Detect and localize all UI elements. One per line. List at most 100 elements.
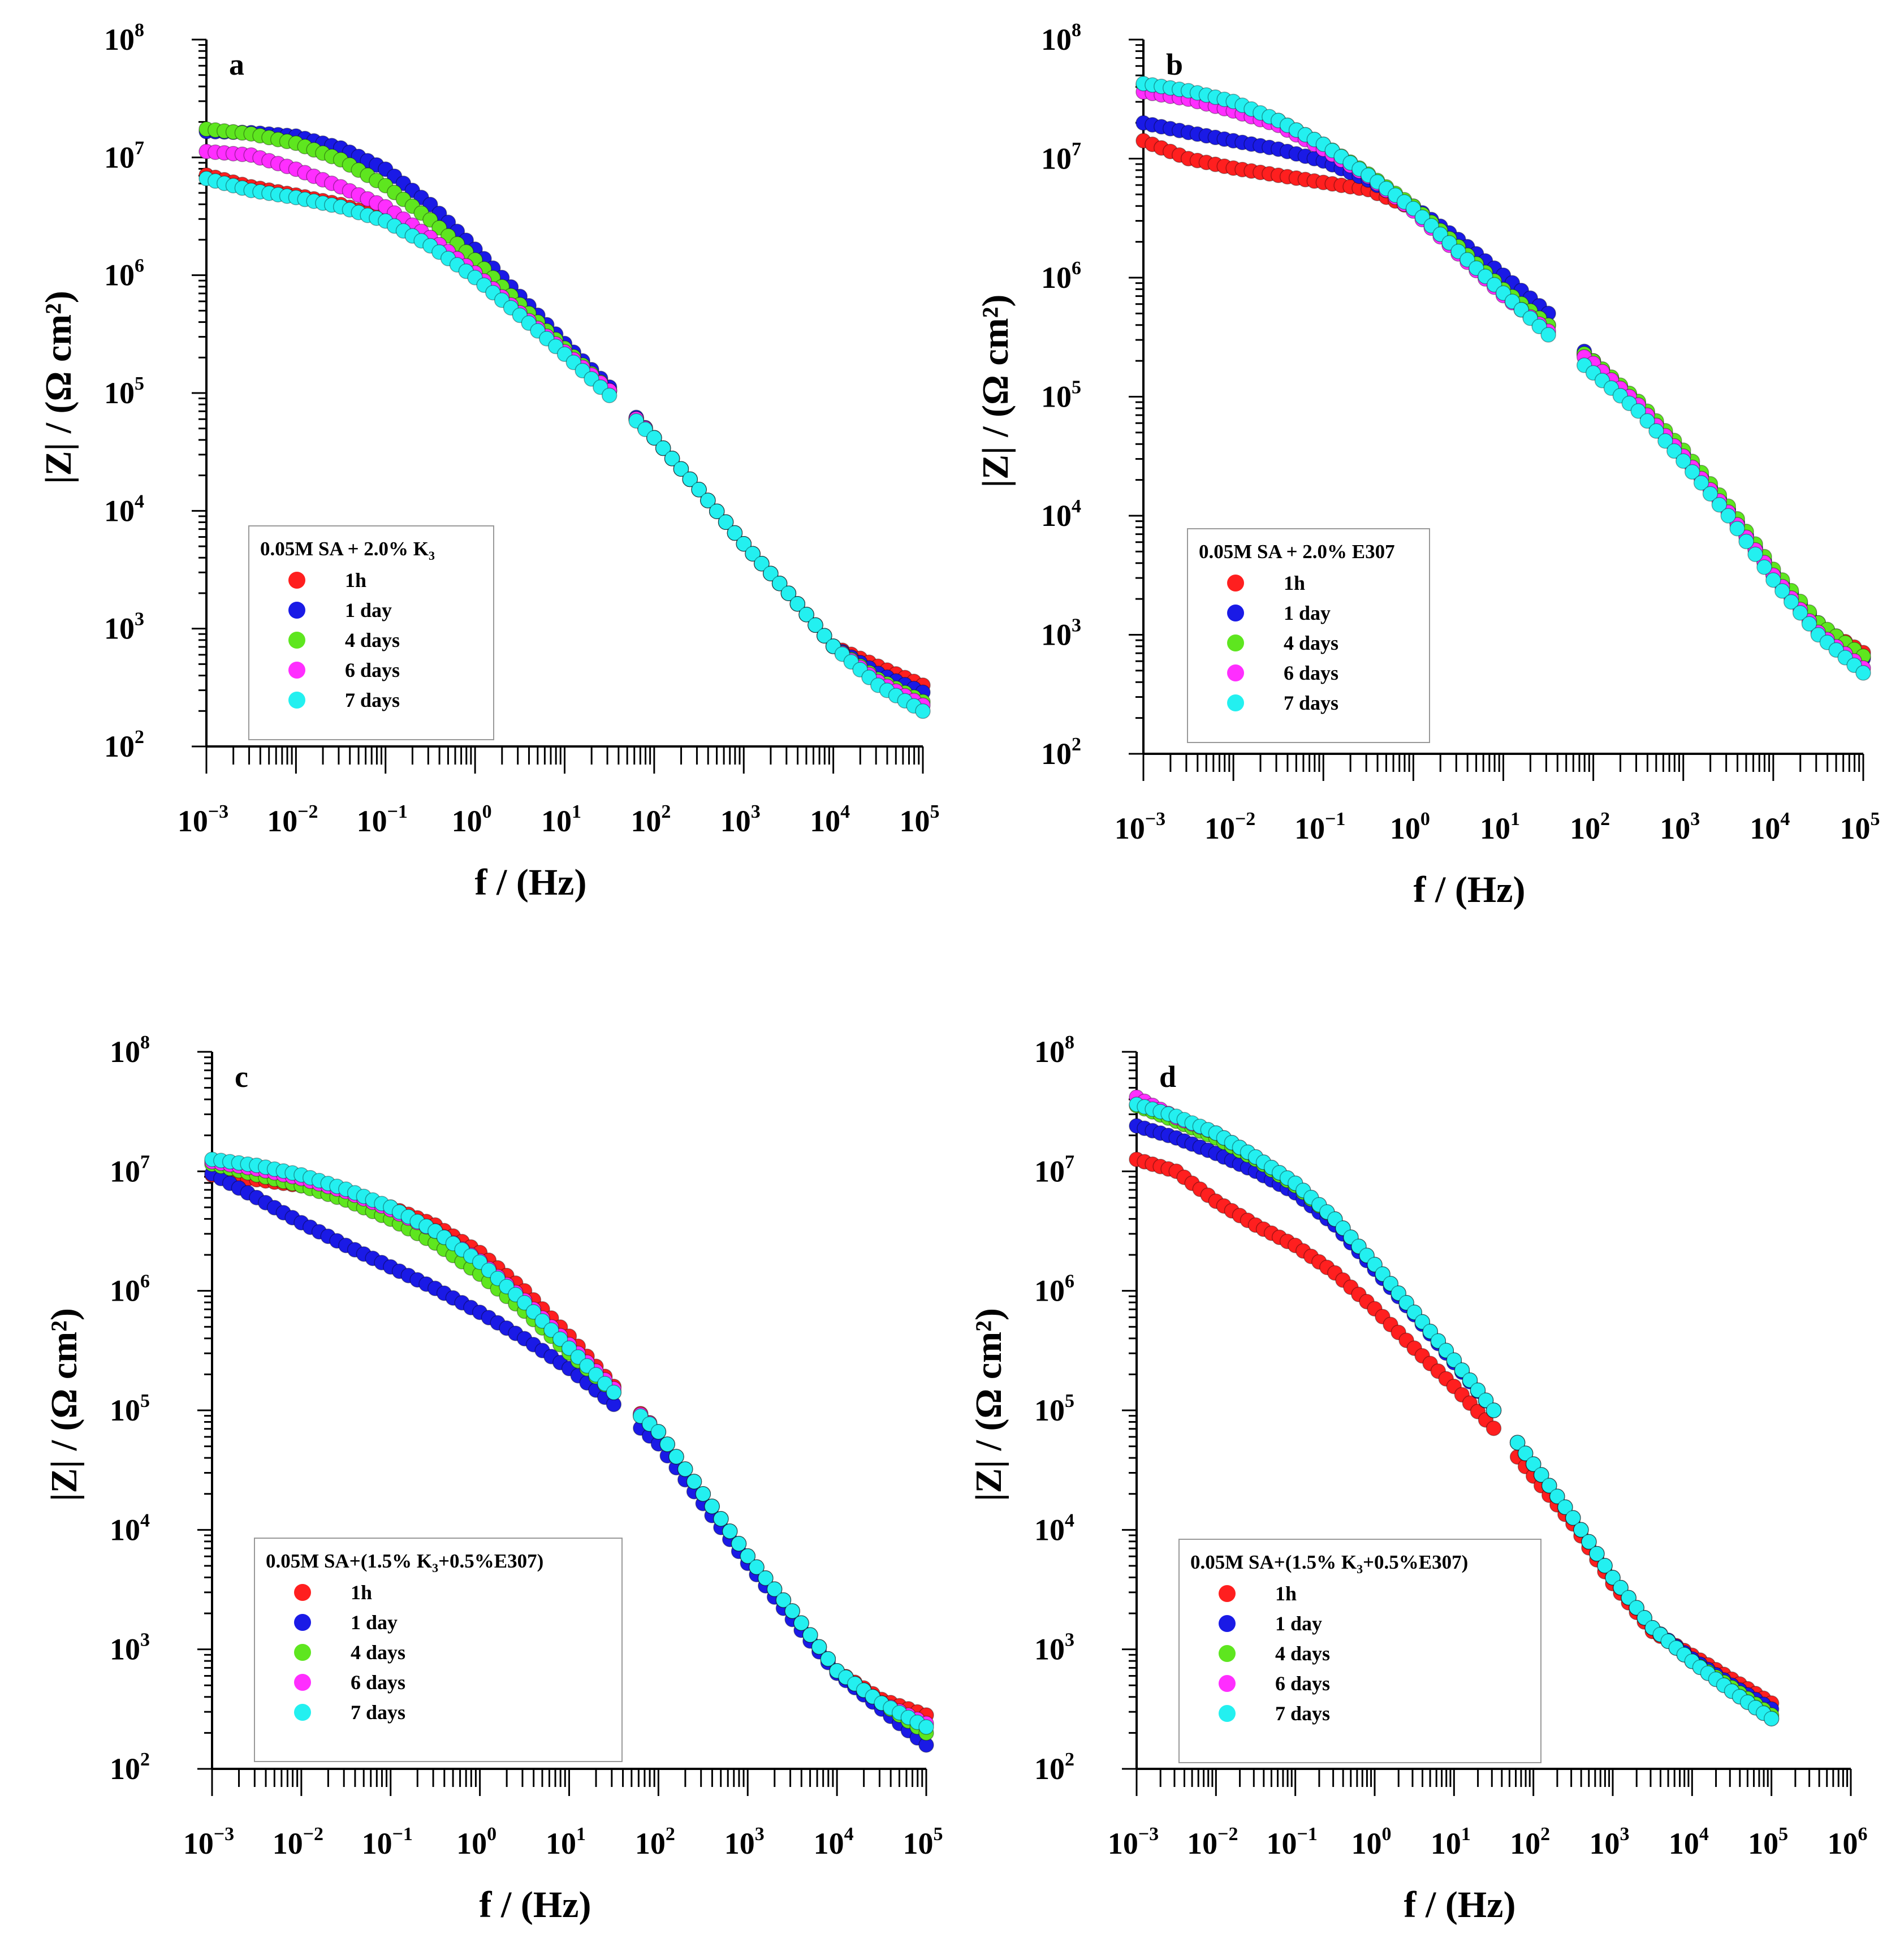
x-tick-label: 101: [546, 1824, 586, 1860]
legend-marker: [1219, 1645, 1236, 1662]
y-tick-label: 108: [104, 20, 144, 57]
series-7-days: [1129, 1096, 1780, 1726]
data-point: [525, 1304, 542, 1320]
y-axis-title: |Z| / (Ω cm²): [968, 1308, 1009, 1501]
panel-c: 102 103 104 105 106 107 108 10−3 10−2 10−1 100 101 1…: [44, 1032, 943, 1926]
data-point: [1738, 533, 1754, 550]
data-point: [798, 606, 814, 623]
data-point: [1855, 665, 1871, 681]
data-point: [570, 1349, 586, 1365]
legend-marker: [288, 572, 305, 589]
legend-marker: [1227, 694, 1244, 711]
data-point: [1676, 453, 1691, 469]
data-point: [1565, 1510, 1581, 1526]
data-point: [784, 1603, 800, 1619]
legend-label: 1h: [1275, 1582, 1297, 1605]
data-point: [561, 1340, 577, 1356]
data-point: [1470, 1382, 1486, 1398]
legend-title: 0.05M SA + 2.0% E307: [1199, 541, 1395, 563]
x-tick-label: 101: [1431, 1824, 1471, 1860]
y-tick-label: 103: [104, 609, 144, 646]
data-point: [1636, 1610, 1652, 1626]
data-point: [1446, 1352, 1462, 1368]
data-point: [677, 1461, 693, 1477]
y-tick-label: 105: [1034, 1391, 1074, 1427]
data-point: [1605, 1570, 1621, 1586]
x-axis-title: f / (Hz): [1414, 869, 1526, 910]
legend-title: 0.05M SA+(1.5% K3+0.5%E307): [1190, 1551, 1468, 1576]
data-point: [1774, 583, 1790, 599]
data-point: [1478, 1392, 1494, 1408]
x-tick-label: 100: [1351, 1824, 1392, 1860]
data-point: [1486, 1402, 1502, 1418]
data-point: [793, 1615, 809, 1631]
data-point: [1462, 1372, 1478, 1388]
data-point: [1621, 1590, 1636, 1606]
data-point: [1589, 1545, 1605, 1562]
panel-a: 102 103 104 105 106 107 108 10−3 10−2 10−1 100 101 1…: [38, 20, 940, 903]
data-point: [588, 1367, 604, 1383]
data-point: [713, 1511, 729, 1527]
data-point: [740, 1548, 756, 1564]
legend-box: [254, 1538, 623, 1762]
data-point: [516, 1295, 533, 1311]
x-tick-label: 105: [1748, 1824, 1788, 1860]
legend: 0.05M SA + 2.0% E307 1h 1 day 4 days 6 days 7…: [1187, 528, 1430, 743]
legend-marker: [1227, 605, 1244, 621]
data-point: [802, 1627, 818, 1643]
y-tick-label: 106: [104, 256, 144, 292]
x-axis-title: f / (Hz): [1404, 1884, 1516, 1926]
x-tick-label: 103: [720, 801, 761, 838]
data-point: [1613, 1579, 1629, 1596]
y-tick-label: 106: [1034, 1271, 1074, 1308]
data-point: [1711, 497, 1728, 513]
data-point: [918, 1719, 934, 1735]
data-point: [722, 1523, 738, 1539]
data-point: [655, 440, 671, 456]
data-point: [1630, 403, 1646, 419]
data-point: [686, 1474, 702, 1490]
data-point: [682, 471, 698, 487]
data-point: [1597, 1557, 1613, 1574]
data-point: [1549, 1488, 1565, 1504]
legend-label: 6 days: [1284, 662, 1338, 684]
legend-marker: [1227, 634, 1244, 651]
data-point: [606, 1384, 622, 1401]
legend-box: [1187, 528, 1430, 743]
legend-marker: [294, 1644, 311, 1661]
data-point: [534, 1313, 550, 1329]
y-tick-label: 108: [1041, 20, 1081, 57]
data-point: [1486, 1420, 1502, 1436]
data-point: [817, 628, 832, 644]
x-tick-label: 10−3: [1108, 1824, 1159, 1860]
data-point: [1666, 443, 1682, 459]
panel-label: d: [1159, 1060, 1176, 1094]
data-point: [1525, 1456, 1541, 1472]
data-point: [1573, 1522, 1589, 1538]
data-point: [1581, 1534, 1597, 1550]
data-point: [1639, 413, 1655, 429]
y-tick-label: 107: [1034, 1151, 1074, 1188]
legend-marker: [1219, 1675, 1236, 1692]
y-axis-title: |Z| / (Ω cm²): [44, 1308, 85, 1501]
y-tick-label: 103: [1041, 615, 1081, 652]
y-tick-label: 107: [104, 137, 144, 174]
legend-marker: [294, 1674, 311, 1691]
data-point: [736, 536, 752, 552]
legend-label: 7 days: [345, 689, 400, 711]
legend-marker: [288, 692, 305, 709]
x-tick-label: 10−3: [1115, 809, 1165, 845]
data-point: [766, 1581, 783, 1597]
y-tick-label: 108: [1034, 1032, 1074, 1069]
legend-label: 4 days: [345, 629, 400, 651]
legend-label: 4 days: [351, 1641, 405, 1664]
data-point: [1629, 1600, 1644, 1616]
legend-marker: [1219, 1585, 1236, 1602]
x-tick-label: 10−3: [178, 801, 228, 838]
x-tick-label: 104: [810, 801, 850, 838]
x-tick-label: 10−1: [1294, 809, 1345, 845]
data-point: [1702, 486, 1718, 502]
data-point: [718, 514, 734, 530]
legend-label: 7 days: [351, 1701, 405, 1724]
